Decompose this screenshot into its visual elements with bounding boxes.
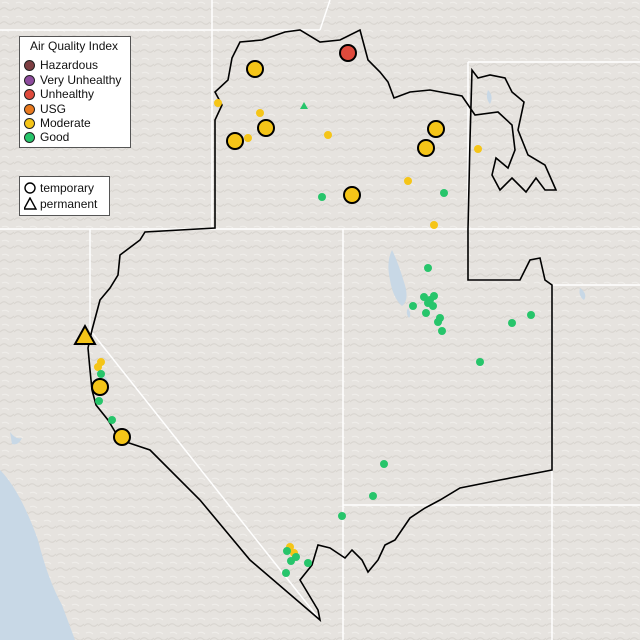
monitor-marker[interactable] bbox=[246, 60, 264, 78]
unhealthy-swatch-icon bbox=[24, 89, 35, 100]
utah-lake bbox=[406, 308, 411, 318]
circle-outline-icon bbox=[24, 182, 36, 194]
very-unhealthy-swatch-icon bbox=[24, 75, 35, 86]
region-outline bbox=[87, 28, 558, 623]
monitor-marker-permanent[interactable] bbox=[300, 102, 308, 109]
monitor-marker[interactable] bbox=[339, 44, 357, 62]
monitor-marker[interactable] bbox=[427, 120, 445, 138]
yellowstone-lake bbox=[579, 288, 586, 300]
great-salt-lake bbox=[388, 250, 407, 306]
monitor-marker[interactable] bbox=[113, 428, 131, 446]
monitor-marker[interactable] bbox=[91, 378, 109, 396]
moderate-sites bbox=[94, 99, 482, 557]
moderate-swatch-icon bbox=[24, 118, 35, 129]
ocean bbox=[0, 470, 75, 640]
monitor-marker[interactable] bbox=[257, 119, 275, 137]
usg-swatch-icon bbox=[24, 104, 35, 115]
monitor-marker[interactable] bbox=[226, 132, 244, 150]
monitor-marker-permanent[interactable] bbox=[73, 323, 97, 345]
bay-water bbox=[10, 432, 22, 445]
triangle-outline-icon bbox=[24, 197, 38, 210]
aqi-legend: Air Quality Index Hazardous Very Unhealt… bbox=[19, 36, 131, 148]
legend-title: Air Quality Index bbox=[30, 39, 119, 53]
monitor-marker[interactable] bbox=[417, 139, 435, 157]
good-sites bbox=[95, 189, 535, 577]
monitor-type-legend: temporary permanent bbox=[19, 176, 110, 216]
hazardous-swatch-icon bbox=[24, 60, 35, 71]
monitor-marker[interactable] bbox=[343, 186, 361, 204]
bear-lake bbox=[486, 90, 492, 104]
good-swatch-icon bbox=[24, 132, 35, 143]
